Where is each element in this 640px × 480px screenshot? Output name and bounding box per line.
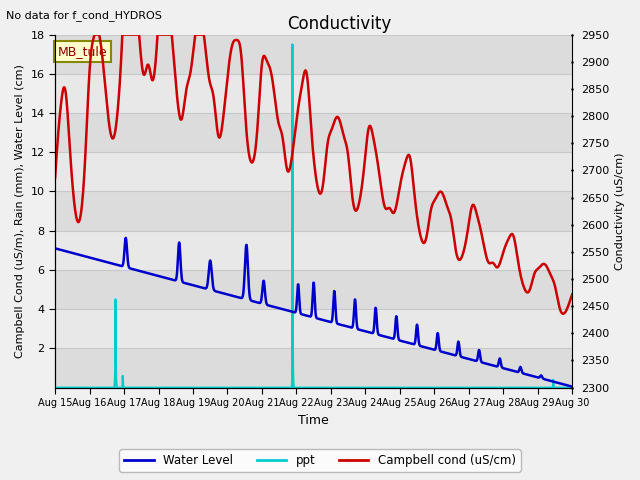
Y-axis label: Campbell Cond (uS/m), Rain (mm), Water Level (cm): Campbell Cond (uS/m), Rain (mm), Water L… [15, 64, 25, 358]
Bar [55, 309, 572, 348]
Text: No data for f_cond_HYDROS: No data for f_cond_HYDROS [6, 10, 163, 21]
Bar [55, 348, 572, 388]
Text: MB_tule: MB_tule [58, 45, 108, 58]
Bar [55, 270, 572, 309]
Y-axis label: Conductivity (uS/cm): Conductivity (uS/cm) [615, 152, 625, 270]
Bar [55, 113, 572, 152]
Legend: Water Level, ppt, Campbell cond (uS/cm): Water Level, ppt, Campbell cond (uS/cm) [119, 449, 521, 472]
Bar [55, 231, 572, 270]
X-axis label: Time: Time [298, 414, 329, 427]
Bar [55, 192, 572, 231]
Bar [55, 152, 572, 192]
Bar [55, 74, 572, 113]
Bar [55, 35, 572, 74]
Title: Conductivity: Conductivity [287, 15, 392, 33]
